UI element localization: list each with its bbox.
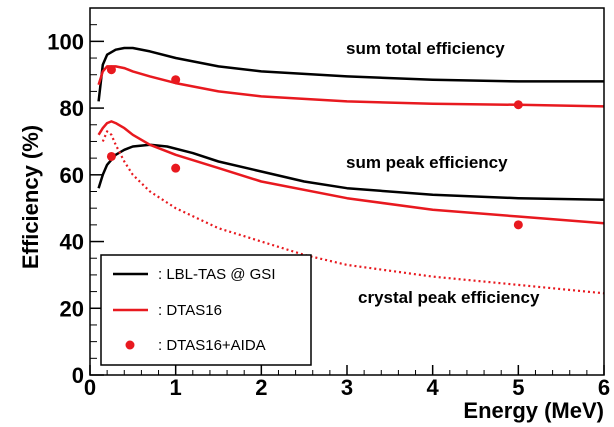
legend-label-lbl-tas: : LBL-TAS @ GSI <box>158 266 275 283</box>
x-tick-label-6: 6 <box>598 375 610 400</box>
data-point-dtas16-aida-5 <box>513 220 523 230</box>
x-tick-label-3: 3 <box>341 375 353 400</box>
series-markers <box>106 65 523 230</box>
data-point-dtas16-aida-2 <box>513 100 523 110</box>
x-tick-label-0: 0 <box>84 375 96 400</box>
legend: : LBL-TAS @ GSI : DTAS16 : DTAS16+AIDA <box>100 254 312 366</box>
annotation-sum-total-efficiency: sum total efficiency <box>346 39 505 58</box>
y-tick-label-1: 20 <box>60 296 84 321</box>
series-line-3 <box>97 120 605 225</box>
x-tick-label-2: 2 <box>255 375 267 400</box>
annotation-sum-peak-efficiency: sum peak efficiency <box>346 153 508 172</box>
y-tick-label-4: 80 <box>60 96 84 121</box>
legend-swatch-dtas16-aida <box>125 340 135 350</box>
data-point-dtas16-aida-3 <box>106 151 116 161</box>
x-axis-title: Energy (MeV) <box>463 398 604 423</box>
y-tick-label-2: 40 <box>60 230 84 255</box>
x-tick-label-5: 5 <box>512 375 524 400</box>
series-line-4 <box>101 130 605 295</box>
series-line-1 <box>97 65 605 108</box>
data-point-dtas16-aida-0 <box>106 65 116 75</box>
y-tick-label-0: 0 <box>72 363 84 388</box>
legend-label-dtas16: : DTAS16 <box>158 302 222 319</box>
annotation-crystal-peak-efficiency: crystal peak efficiency <box>358 288 540 307</box>
y-axis-title: Efficiency (%) <box>18 125 43 269</box>
axis-ticks <box>89 7 605 376</box>
legend-label-dtas16-aida: : DTAS16+AIDA <box>158 337 266 354</box>
y-tick-label-5: 100 <box>47 29 84 54</box>
x-tick-label-1: 1 <box>170 375 182 400</box>
data-point-dtas16-aida-1 <box>171 75 181 85</box>
x-tick-label-4: 4 <box>427 375 440 400</box>
series-line-0 <box>97 46 604 102</box>
y-tick-label-3: 60 <box>60 163 84 188</box>
data-point-dtas16-aida-4 <box>171 163 181 173</box>
